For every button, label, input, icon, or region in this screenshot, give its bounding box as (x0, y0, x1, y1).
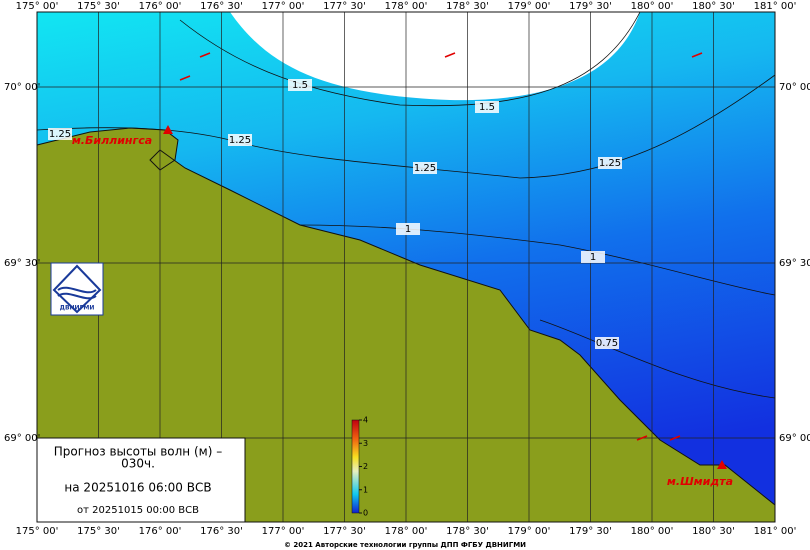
contour-label: 1.5 (292, 80, 308, 91)
lon-label: 179° 00' (508, 526, 551, 537)
lon-label: 175° 30' (77, 1, 120, 12)
contour-label-bg (288, 79, 312, 91)
colorbar-tick-label: 3 (363, 439, 368, 448)
wave-arrow (691, 52, 703, 58)
colorbar-tick-label: 0 (363, 509, 368, 518)
lon-label: 176° 30' (200, 1, 243, 12)
contour-label-bg (48, 128, 72, 140)
contour-line (299, 224, 776, 296)
contour-label-bg (396, 223, 420, 235)
lat-label: 70° 00' (4, 82, 40, 93)
wave-arrow (199, 52, 211, 58)
map-frame (36, 11, 776, 523)
contour-label: 1 (405, 224, 411, 235)
lat-label: 69° 00' (779, 433, 810, 444)
legend-box (36, 437, 246, 523)
place-marker (717, 460, 727, 469)
contour-label-bg (413, 162, 437, 174)
colorbar (351, 419, 360, 514)
wave-arrow (669, 435, 681, 441)
lon-label: 175° 30' (77, 526, 120, 537)
lon-label: 179° 00' (508, 1, 551, 12)
contour-label-bg (595, 337, 619, 349)
contour-line (539, 319, 776, 399)
legend-title: Прогноз высоты волн (м) – (54, 445, 222, 459)
lon-label: 176° 00' (139, 526, 182, 537)
footer: © 2021 Авторские технологии группы ДПП Ф… (284, 541, 526, 549)
contour-line (179, 11, 641, 107)
lat-label: 69° 00' (4, 433, 40, 444)
lon-label: 178° 00' (385, 526, 428, 537)
lon-label: 177° 30' (323, 526, 366, 537)
wave-arrow (179, 75, 191, 81)
lon-label: 175° 00' (16, 526, 59, 537)
lon-label: 181° 00' (754, 526, 797, 537)
lon-label: 178° 30' (446, 526, 489, 537)
lon-label: 180° 30' (692, 526, 735, 537)
contour-label: 1.25 (414, 163, 436, 174)
lon-label: 181° 00' (754, 1, 797, 12)
lon-label: 179° 30' (569, 526, 612, 537)
wave-arrow (636, 435, 648, 441)
ice (230, 12, 640, 101)
contour-label-bg (475, 101, 499, 113)
contour-label: 1.25 (229, 135, 251, 146)
colorbar-tick-label: 1 (363, 485, 368, 494)
contour-label: 1.25 (599, 158, 621, 169)
legend-issued: от 20251015 00:00 ВСВ (77, 505, 199, 516)
lon-label: 177° 00' (262, 526, 305, 537)
lon-label: 178° 00' (385, 1, 428, 12)
wave-arrow (444, 52, 456, 58)
lon-label: 178° 30' (446, 1, 489, 12)
place-marker (163, 125, 173, 134)
lon-label: 176° 30' (200, 526, 243, 537)
lon-label: 176° 00' (139, 1, 182, 12)
contour-label-bg (228, 134, 252, 146)
lon-label: 177° 00' (262, 1, 305, 12)
legend-valid: на 20251016 06:00 ВСВ (64, 481, 211, 495)
lon-label: 177° 30' (323, 1, 366, 12)
contour-label: 1 (590, 252, 596, 263)
lat-label: 69° 30' (4, 258, 40, 269)
contour-label-bg (598, 157, 622, 169)
place-label: м.Биллингса (72, 134, 152, 147)
graticule (37, 12, 775, 522)
contour-label-bg (581, 251, 605, 263)
lat-label: 69° 30' (779, 258, 810, 269)
colorbar-tick-label: 4 (363, 416, 368, 425)
lon-label: 180° 00' (631, 526, 674, 537)
contour-label: 0.75 (596, 338, 618, 349)
lon-label: 179° 30' (569, 1, 612, 12)
logo: ДВНИГМИ (50, 262, 104, 316)
colorbar-tick-label: 2 (363, 462, 368, 471)
contour-label: 1.25 (49, 129, 71, 140)
logo-text: ДВНИГМИ (60, 305, 95, 312)
lon-label: 175° 00' (16, 1, 59, 12)
lat-label: 70° 00' (779, 82, 810, 93)
contour-label: 1.5 (479, 102, 495, 113)
lon-label: 180° 00' (631, 1, 674, 12)
lon-label: 180° 30' (692, 1, 735, 12)
place-label: м.Шмидта (667, 475, 733, 488)
contour-line (36, 74, 776, 179)
legend-lead: 030ч. (121, 457, 155, 471)
